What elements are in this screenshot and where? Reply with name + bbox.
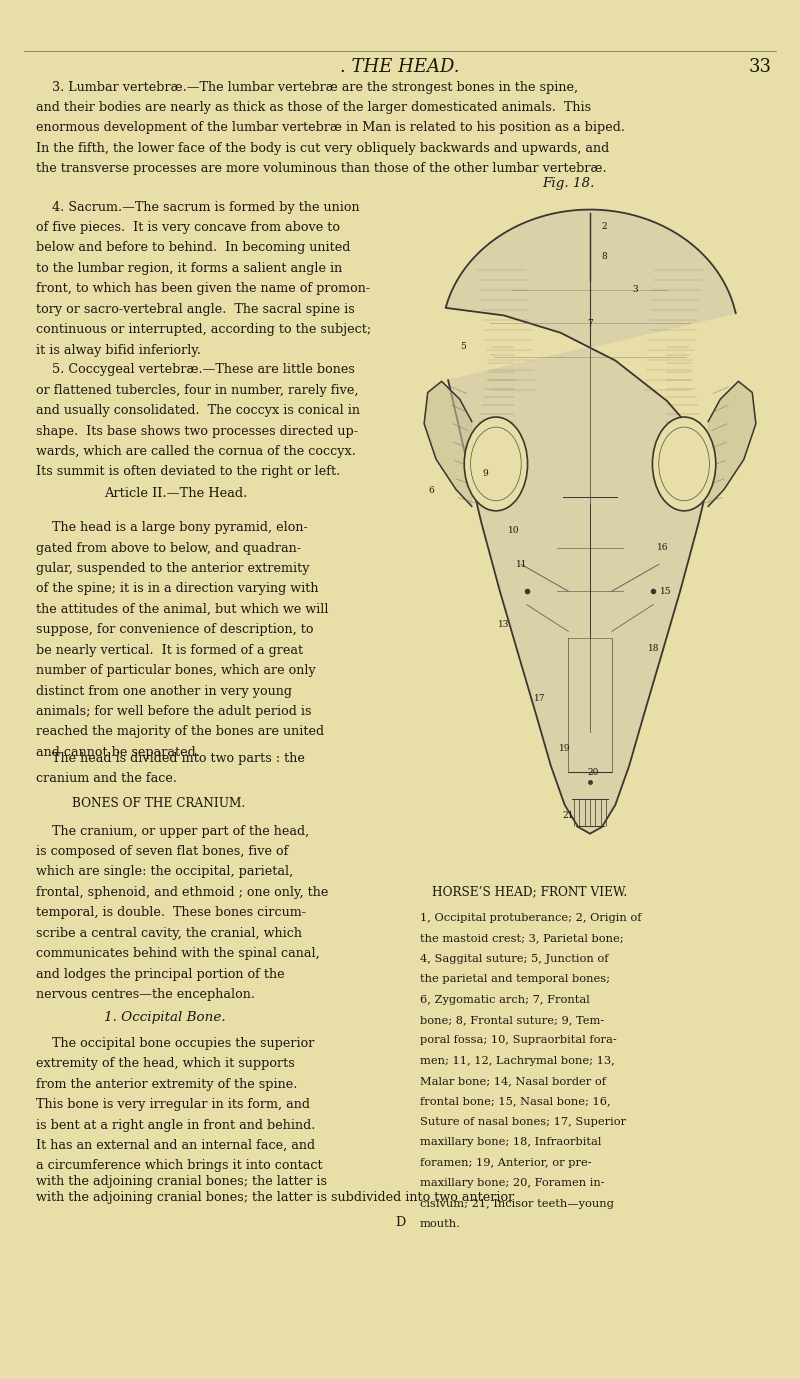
Text: with the adjoining cranial bones; the latter is: with the adjoining cranial bones; the la… [36,1175,327,1187]
Text: from the anterior extremity of the spine.: from the anterior extremity of the spine… [36,1078,298,1091]
Polygon shape [446,210,736,834]
Text: or flattened tubercles, four in number, rarely five,: or flattened tubercles, four in number, … [36,383,358,397]
Text: frontal bone; 15, Nasal bone; 16,: frontal bone; 15, Nasal bone; 16, [420,1096,610,1106]
Text: 5: 5 [460,342,466,352]
Text: the attitudes of the animal, but which we will: the attitudes of the animal, but which w… [36,603,329,616]
Text: 7: 7 [587,319,593,328]
Text: foramen; 19, Anterior, or pre-: foramen; 19, Anterior, or pre- [420,1158,592,1168]
Text: The head is a large bony pyramid, elon-: The head is a large bony pyramid, elon- [36,521,308,534]
Text: and usually consolidated.  The coccyx is conical in: and usually consolidated. The coccyx is … [36,404,360,418]
Text: gular, suspended to the anterior extremity: gular, suspended to the anterior extremi… [36,563,310,575]
Text: a circumference which brings it into contact: a circumference which brings it into con… [36,1160,322,1172]
Text: shape.  Its base shows two processes directed up-: shape. Its base shows two processes dire… [36,425,358,437]
Text: temporal, is double.  These bones circum-: temporal, is double. These bones circum- [36,906,306,920]
Text: 2: 2 [602,222,607,230]
Ellipse shape [464,416,527,510]
Text: distinct from one another in very young: distinct from one another in very young [36,684,292,698]
Text: enormous development of the lumbar vertebræ in Man is related to his position as: enormous development of the lumbar verte… [36,121,625,135]
Polygon shape [708,382,756,506]
Text: Malar bone; 14, Nasal border of: Malar bone; 14, Nasal border of [420,1076,606,1087]
Text: Fig. 18.: Fig. 18. [542,177,594,190]
Text: gated from above to below, and quadran-: gated from above to below, and quadran- [36,542,301,554]
Text: front, to which has been given the name of promon-: front, to which has been given the name … [36,283,370,295]
Text: wards, which are called the cornua of the coccyx.: wards, which are called the cornua of th… [36,445,356,458]
Text: 1, Occipital protuberance; 2, Origin of: 1, Occipital protuberance; 2, Origin of [420,913,642,923]
Text: It has an external and an internal face, and: It has an external and an internal face,… [36,1139,315,1151]
Polygon shape [424,382,472,506]
Text: it is alway bifid inferiorly.: it is alway bifid inferiorly. [36,343,201,357]
Text: 4. Sacrum.—The sacrum is formed by the union: 4. Sacrum.—The sacrum is formed by the u… [36,200,360,214]
Text: of five pieces.  It is very concave from above to: of five pieces. It is very concave from … [36,221,340,234]
Text: nervous centres—the encephalon.: nervous centres—the encephalon. [36,987,255,1001]
Text: communicates behind with the spinal canal,: communicates behind with the spinal cana… [36,947,320,960]
Text: bone; 8, Frontal suture; 9, Tem-: bone; 8, Frontal suture; 9, Tem- [420,1015,604,1025]
Text: 6: 6 [428,487,434,495]
Text: 4, Saggital suture; 5, Junction of: 4, Saggital suture; 5, Junction of [420,954,609,964]
Text: suppose, for convenience of description, to: suppose, for convenience of description,… [36,623,314,636]
Text: maxillary bone; 20, Foramen in-: maxillary bone; 20, Foramen in- [420,1178,605,1189]
Text: 3. Lumbar vertebræ.—The lumbar vertebræ are the strongest bones in the spine,: 3. Lumbar vertebræ.—The lumbar vertebræ … [36,80,578,94]
Text: frontal, sphenoid, and ethmoid ; one only, the: frontal, sphenoid, and ethmoid ; one onl… [36,885,328,899]
Text: the parietal and temporal bones;: the parietal and temporal bones; [420,974,610,985]
Text: which are single: the occipital, parietal,: which are single: the occipital, parieta… [36,866,294,878]
Text: 17: 17 [534,694,545,703]
Text: animals; for well before the adult period is: animals; for well before the adult perio… [36,705,311,718]
Text: the transverse processes are more voluminous than those of the other lumbar vert: the transverse processes are more volumi… [36,163,606,175]
Text: 20: 20 [588,768,599,776]
Text: 10: 10 [508,527,520,535]
Text: below and before to behind.  In becoming united: below and before to behind. In becoming … [36,241,350,255]
Text: 9: 9 [482,469,488,479]
Text: 1. Occipital Bone.: 1. Occipital Bone. [104,1011,226,1023]
Text: and lodges the principal portion of the: and lodges the principal portion of the [36,968,285,980]
Text: and their bodies are nearly as thick as those of the larger domesticated animals: and their bodies are nearly as thick as … [36,101,591,114]
Text: 3: 3 [633,285,638,294]
Text: cranium and the face.: cranium and the face. [36,772,177,785]
Text: Suture of nasal bones; 17, Superior: Suture of nasal bones; 17, Superior [420,1117,626,1127]
Text: In the fifth, the lower face of the body is cut very obliquely backwards and upw: In the fifth, the lower face of the body… [36,142,610,154]
Text: 33: 33 [749,58,772,76]
Text: 5. Coccygeal vertebræ.—These are little bones: 5. Coccygeal vertebræ.—These are little … [36,363,355,376]
Text: This bone is very irregular in its form, and: This bone is very irregular in its form,… [36,1098,310,1111]
Ellipse shape [653,416,716,510]
Text: extremity of the head, which it supports: extremity of the head, which it supports [36,1058,294,1070]
Text: The cranium, or upper part of the head,: The cranium, or upper part of the head, [36,825,310,837]
Text: reached the majority of the bones are united: reached the majority of the bones are un… [36,725,324,738]
Text: continuous or interrupted, according to the subject;: continuous or interrupted, according to … [36,323,371,336]
Text: 6, Zygomatic arch; 7, Frontal: 6, Zygomatic arch; 7, Frontal [420,994,590,1004]
Text: be nearly vertical.  It is formed of a great: be nearly vertical. It is formed of a gr… [36,644,303,656]
Text: the mastoid crest; 3, Parietal bone;: the mastoid crest; 3, Parietal bone; [420,934,624,943]
Text: Article II.—The Head.: Article II.—The Head. [104,487,247,499]
Text: 15: 15 [660,586,672,596]
Text: The occipital bone occupies the superior: The occipital bone occupies the superior [36,1037,314,1049]
Text: BONES OF THE CRANIUM.: BONES OF THE CRANIUM. [72,797,246,809]
Text: men; 11, 12, Lachrymal bone; 13,: men; 11, 12, Lachrymal bone; 13, [420,1056,614,1066]
Text: 18: 18 [647,644,659,652]
Text: D: D [395,1216,405,1229]
Text: 21: 21 [562,811,574,821]
Text: is bent at a right angle in front and behind.: is bent at a right angle in front and be… [36,1118,315,1132]
Text: scribe a central cavity, the cranial, which: scribe a central cavity, the cranial, wh… [36,927,302,939]
Text: 19: 19 [559,745,570,753]
Text: 13: 13 [498,621,509,629]
Text: with the adjoining cranial bones; the latter is subdivided into two anterior: with the adjoining cranial bones; the la… [36,1190,514,1204]
Text: is composed of seven flat bones, five of: is composed of seven flat bones, five of [36,845,288,858]
Text: The head is divided into two parts : the: The head is divided into two parts : the [36,752,305,764]
Text: Its summit is often deviated to the right or left.: Its summit is often deviated to the righ… [36,465,340,479]
Text: . THE HEAD.: . THE HEAD. [340,58,460,76]
Text: HORSE’S HEAD; FRONT VIEW.: HORSE’S HEAD; FRONT VIEW. [432,885,627,898]
Text: tory or sacro-vertebral angle.  The sacral spine is: tory or sacro-vertebral angle. The sacra… [36,302,354,316]
Text: cisivum; 21, Incisor teeth—young: cisivum; 21, Incisor teeth—young [420,1198,614,1208]
Text: maxillary bone; 18, Infraorbital: maxillary bone; 18, Infraorbital [420,1138,602,1147]
Text: number of particular bones, which are only: number of particular bones, which are on… [36,665,316,677]
Text: mouth.: mouth. [420,1219,461,1229]
Text: of the spine; it is in a direction varying with: of the spine; it is in a direction varyi… [36,582,318,596]
Text: poral fossa; 10, Supraorbital fora-: poral fossa; 10, Supraorbital fora- [420,1036,617,1045]
Text: 8: 8 [602,252,607,261]
Text: 16: 16 [657,543,668,552]
Text: to the lumbar region, it forms a salient angle in: to the lumbar region, it forms a salient… [36,262,342,274]
Text: and cannot be separated.: and cannot be separated. [36,746,200,758]
Text: 11: 11 [515,560,527,570]
